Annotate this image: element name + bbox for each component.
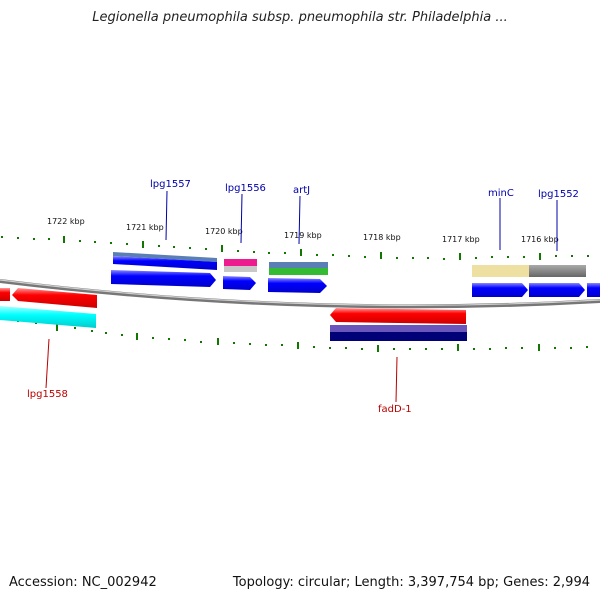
gene-lpg1558[interactable] <box>0 288 97 389</box>
label-artJ[interactable]: artJ <box>293 185 310 196</box>
gene-lpg1556[interactable] <box>223 193 257 290</box>
genome-backbone <box>0 279 600 309</box>
kbp-label-1716: 1716 kbp <box>521 235 559 244</box>
upper-tick-row <box>1 236 589 260</box>
label-lpg1552[interactable]: lpg1552 <box>538 189 579 200</box>
genome-backbone-highlight <box>0 279 600 306</box>
gene-minC[interactable] <box>472 198 529 297</box>
label-minC[interactable]: minC <box>488 188 514 199</box>
topology-summary: Topology: circular; Length: 3,397,754 bp… <box>232 575 590 590</box>
kbp-label-1720: 1720 kbp <box>205 227 243 236</box>
label-lpg1557[interactable]: lpg1557 <box>150 179 191 190</box>
gene-fadD-1[interactable] <box>330 308 467 403</box>
label-lpg1556[interactable]: lpg1556 <box>225 183 266 194</box>
kbp-label-1719: 1719 kbp <box>284 231 322 240</box>
map-title: Legionella pneumophila subsp. pneumophil… <box>92 10 508 25</box>
label-fadD-1[interactable]: fadD-1 <box>378 404 412 415</box>
kbp-label-1718: 1718 kbp <box>363 233 401 242</box>
kbp-label-1722: 1722 kbp <box>47 217 85 226</box>
label-lpg1558[interactable]: lpg1558 <box>27 389 68 400</box>
gene-lpg1557[interactable] <box>111 190 217 287</box>
accession-text: Accession: NC_002942 <box>9 575 157 590</box>
kbp-label-1721: 1721 kbp <box>126 223 164 232</box>
gene-lpg1552[interactable] <box>529 200 600 297</box>
kbp-label-1717: 1717 kbp <box>442 235 480 244</box>
gene-artJ[interactable] <box>268 195 328 293</box>
